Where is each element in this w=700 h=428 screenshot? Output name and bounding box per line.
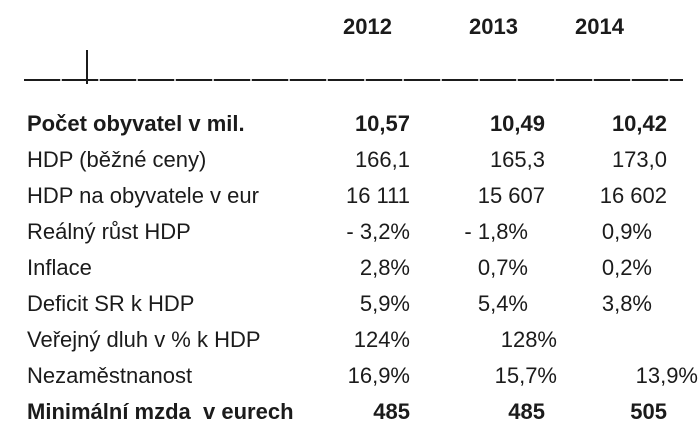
text-cursor-artifact (86, 50, 88, 84)
value-cell-2013: 128% (500, 327, 557, 352)
value-cell-2012: 16 111 (345, 183, 410, 208)
value-cell-2013: 10,49 (489, 111, 545, 136)
table-row: HDP (běžné ceny) 166,1 165,3 173,0 (0, 142, 700, 178)
row-label: Nezaměstnanost (27, 363, 193, 388)
value-cell-2014: 505 (630, 399, 667, 424)
value-cell-2014: 10,42 (611, 111, 667, 136)
row-label: Inflace (27, 255, 92, 280)
table-row: Reálný růst HDP - 3,2% - 1,8% 0,9% (0, 214, 700, 250)
table-row: Nezaměstnanost 16,9% 15,7% 13,9% (0, 358, 700, 394)
value-cell-2012: 485 (373, 399, 410, 424)
table-row: Deficit SR k HDP 5,9% 5,4% 3,8% (0, 286, 700, 322)
value-cell-2012: 10,57 (354, 111, 410, 136)
table-row: HDP na obyvatele v eur 16 111 15 607 16 602 (0, 178, 700, 214)
value-cell-2012: 124% (353, 327, 410, 352)
row-label: Počet obyvatel v mil. (27, 111, 245, 136)
row-label: Minimální mzda v eurech (27, 399, 294, 424)
header-spacer (0, 12, 320, 44)
year-header-2012: 2012 (343, 14, 392, 39)
value-cell-2012: 5,9% (359, 291, 410, 316)
value-cell-2013: 485 (508, 399, 545, 424)
year-header-row: 2012 2013 2014 (0, 0, 700, 44)
row-label: HDP (běžné ceny) (27, 147, 207, 172)
value-cell-2014: 173,0 (611, 147, 667, 172)
value-cell-2014: 0,2% (601, 255, 652, 280)
table-body: Počet obyvatel v mil. 10,57 10,49 10,42 HDP … (0, 106, 700, 428)
value-cell-2013: 0,7% (477, 255, 528, 280)
value-cell-2013: 165,3 (489, 147, 545, 172)
value-cell-2014: 0,9% (601, 219, 652, 244)
table-row: Veřejný dluh v % k HDP 124% 128% (0, 322, 700, 358)
row-label: Reálný růst HDP (27, 219, 191, 244)
value-cell-2013: 15 607 (477, 183, 545, 208)
value-cell-2012: - 3,2% (346, 219, 410, 244)
value-cell-2014: 13,9% (635, 363, 698, 388)
table-row: Počet obyvatel v mil. 10,57 10,49 10,42 (0, 106, 700, 142)
row-label: HDP na obyvatele v eur (27, 183, 259, 208)
value-cell-2013: - 1,8% (464, 219, 528, 244)
table-row: Minimální mzda v eurech 485 485 505 (0, 394, 700, 428)
value-cell-2012: 16,9% (347, 363, 410, 388)
value-cell-2014: 16 602 (599, 183, 667, 208)
year-header-2014: 2014 (575, 14, 624, 39)
value-cell-2014: 3,8% (601, 291, 652, 316)
value-cell-2012: 166,1 (354, 147, 410, 172)
row-label: Veřejný dluh v % k HDP (27, 327, 261, 352)
header-separator (0, 44, 700, 84)
value-cell-2014 (565, 322, 700, 358)
row-label: Deficit SR k HDP (27, 291, 195, 316)
value-cell-2013: 15,7% (494, 363, 557, 388)
value-cell-2013: 5,4% (477, 291, 528, 316)
table-row: Inflace 2,8% 0,7% 0,2% (0, 250, 700, 286)
value-cell-2012: 2,8% (359, 255, 410, 280)
year-header-2013: 2013 (469, 14, 518, 39)
underscore-rule (24, 79, 683, 81)
